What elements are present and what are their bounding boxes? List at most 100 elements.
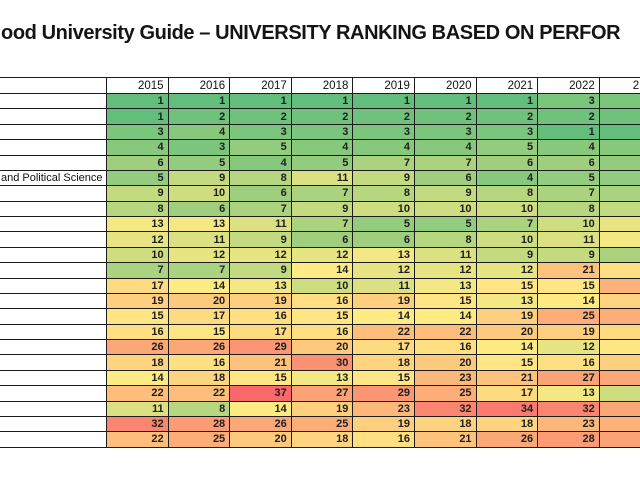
rank-cell: 12	[291, 247, 354, 264]
rank-cell: 18	[414, 416, 477, 433]
rank-cell: 11	[291, 170, 354, 187]
university-name-cell	[0, 217, 107, 233]
rank-cell: 1	[168, 94, 231, 110]
ranking-table: 2015 2016 2017 2018 2019 2020 2021 2022 2 1 1 1 1 1 1 1…	[0, 77, 640, 448]
page-title: ood University Guide – UNIVERSITY RANKIN…	[1, 22, 621, 44]
partial-year-cell	[599, 109, 640, 125]
rank-cell: 18	[476, 416, 539, 433]
rank-cell: 20	[476, 324, 539, 340]
rank-cell: 5	[168, 155, 231, 171]
rank-cell: 12	[168, 247, 231, 264]
partial-year-cell	[599, 201, 640, 217]
rank-cell: 11	[168, 232, 231, 248]
rank-cell: 2	[414, 109, 477, 125]
university-name-cell	[0, 263, 107, 279]
rank-cell: 16	[291, 324, 354, 340]
rank-cell: 8	[168, 401, 231, 417]
partial-year-cell	[599, 155, 640, 171]
rank-cell: 16	[538, 355, 600, 371]
rank-cell: 16	[414, 340, 477, 356]
rank-cell: 9	[538, 247, 600, 264]
university-name-cell	[0, 340, 107, 356]
rank-cell: 9	[230, 232, 292, 248]
rank-cell: 3	[168, 140, 231, 156]
rank-cell: 6	[476, 155, 539, 171]
rank-cell: 6	[414, 170, 477, 187]
rank-cell: 11	[107, 401, 169, 417]
rank-cell: 6	[353, 232, 415, 248]
rank-cell: 3	[538, 94, 600, 110]
rank-cell: 6	[538, 155, 600, 171]
year-header: 2017	[230, 78, 292, 94]
rank-cell: 4	[538, 140, 600, 156]
rank-cell: 20	[230, 432, 292, 448]
partial-year-cell	[599, 293, 640, 310]
rank-cell: 18	[291, 432, 354, 448]
rank-cell: 18	[353, 355, 415, 371]
year-header: 2022	[538, 78, 600, 94]
university-name-cell	[0, 109, 107, 125]
rank-cell: 17	[230, 324, 292, 340]
rank-cell: 5	[291, 155, 354, 171]
partial-year-cell	[599, 140, 640, 156]
rank-cell: 17	[476, 386, 539, 402]
rank-cell: 23	[414, 370, 477, 387]
rank-cell: 1	[476, 94, 539, 110]
partial-year-cell	[599, 432, 640, 448]
rank-cell: 28	[168, 416, 231, 433]
partial-year-cell	[599, 340, 640, 356]
rank-cell: 5	[353, 217, 415, 233]
rank-cell: 9	[353, 170, 415, 187]
rank-cell: 1	[538, 124, 600, 141]
rank-cell: 16	[107, 324, 169, 340]
partial-year-cell	[599, 401, 640, 417]
university-name-cell	[0, 201, 107, 217]
partial-year-cell	[599, 124, 640, 141]
university-name-cell	[0, 355, 107, 371]
university-name-cell	[0, 186, 107, 202]
rank-cell: 14	[538, 293, 600, 310]
rank-cell: 25	[538, 309, 600, 325]
rank-cell: 17	[107, 278, 169, 294]
rank-cell: 26	[168, 340, 231, 356]
rank-cell: 13	[476, 293, 539, 310]
partial-year-cell	[599, 309, 640, 325]
rank-cell: 14	[476, 340, 539, 356]
rank-cell: 26	[476, 432, 539, 448]
university-name-cell	[0, 293, 107, 310]
rank-cell: 8	[414, 232, 477, 248]
rank-cell: 17	[353, 340, 415, 356]
rank-cell: 8	[353, 186, 415, 202]
rank-cell: 7	[476, 217, 539, 233]
rank-cell: 9	[107, 186, 169, 202]
rank-cell: 30	[291, 355, 354, 371]
university-name-cell	[0, 324, 107, 340]
rank-cell: 13	[353, 247, 415, 264]
rank-cell: 2	[168, 109, 231, 125]
rank-cell: 12	[230, 247, 292, 264]
rank-cell: 20	[168, 293, 231, 310]
rank-cell: 1	[414, 94, 477, 110]
rank-cell: 1	[230, 94, 292, 110]
rank-cell: 9	[414, 186, 477, 202]
rank-cell: 21	[414, 432, 477, 448]
rank-cell: 15	[476, 278, 539, 294]
rank-cell: 8	[230, 170, 292, 187]
rank-cell: 21	[230, 355, 292, 371]
rank-cell: 8	[476, 186, 539, 202]
rank-cell: 5	[230, 140, 292, 156]
rank-cell: 19	[107, 293, 169, 310]
rank-cell: 15	[291, 309, 354, 325]
partial-year-cell	[599, 186, 640, 202]
rank-cell: 13	[538, 386, 600, 402]
rank-cell: 16	[230, 309, 292, 325]
corner-cell	[0, 78, 107, 94]
rank-cell: 32	[414, 401, 477, 417]
university-name-cell	[0, 155, 107, 171]
rank-cell: 6	[168, 201, 231, 217]
rank-cell: 19	[538, 324, 600, 340]
rank-cell: 18	[168, 370, 231, 387]
rank-cell: 25	[291, 416, 354, 433]
rank-cell: 19	[230, 293, 292, 310]
rank-cell: 15	[476, 355, 539, 371]
